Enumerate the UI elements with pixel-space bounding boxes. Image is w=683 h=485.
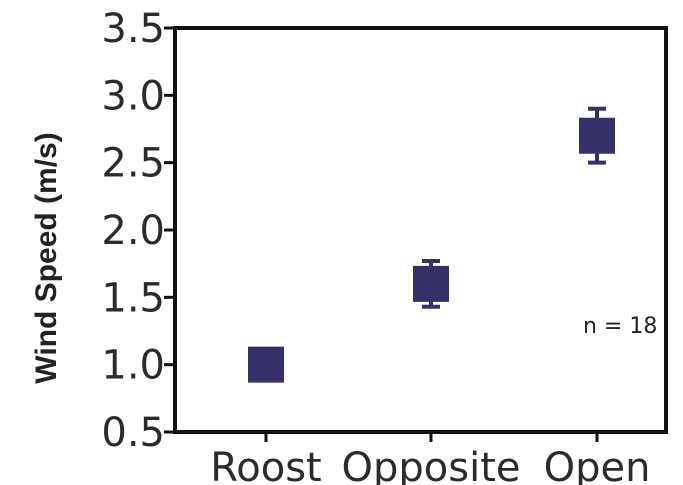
sample-size-annotation: n = 18 (583, 314, 657, 339)
data-point-roost (248, 346, 284, 383)
x-tick-label: Roost (210, 445, 321, 485)
data-marks (248, 106, 615, 383)
data-point-opposite (413, 265, 449, 302)
x-tick-label: Open (544, 445, 651, 485)
y-axis-label: Wind Speed (m/s) (30, 132, 63, 383)
y-tick-label: 2.5 (101, 141, 165, 187)
y-tick-label: 1.5 (101, 275, 165, 321)
data-point-open (579, 117, 615, 154)
x-axis-ticks: Roost Opposite Open (210, 432, 650, 485)
y-tick-label: 3.5 (101, 6, 165, 52)
y-tick-label: 1.0 (101, 343, 165, 389)
x-tick-label: Opposite (342, 445, 521, 485)
y-axis-ticks: 0.5 1.0 1.5 2.0 2.5 3.0 3.5 (101, 6, 175, 456)
y-tick-label: 2.0 (101, 208, 165, 254)
y-tick-label: 3.0 (101, 73, 165, 119)
y-tick-label: 0.5 (101, 410, 165, 456)
